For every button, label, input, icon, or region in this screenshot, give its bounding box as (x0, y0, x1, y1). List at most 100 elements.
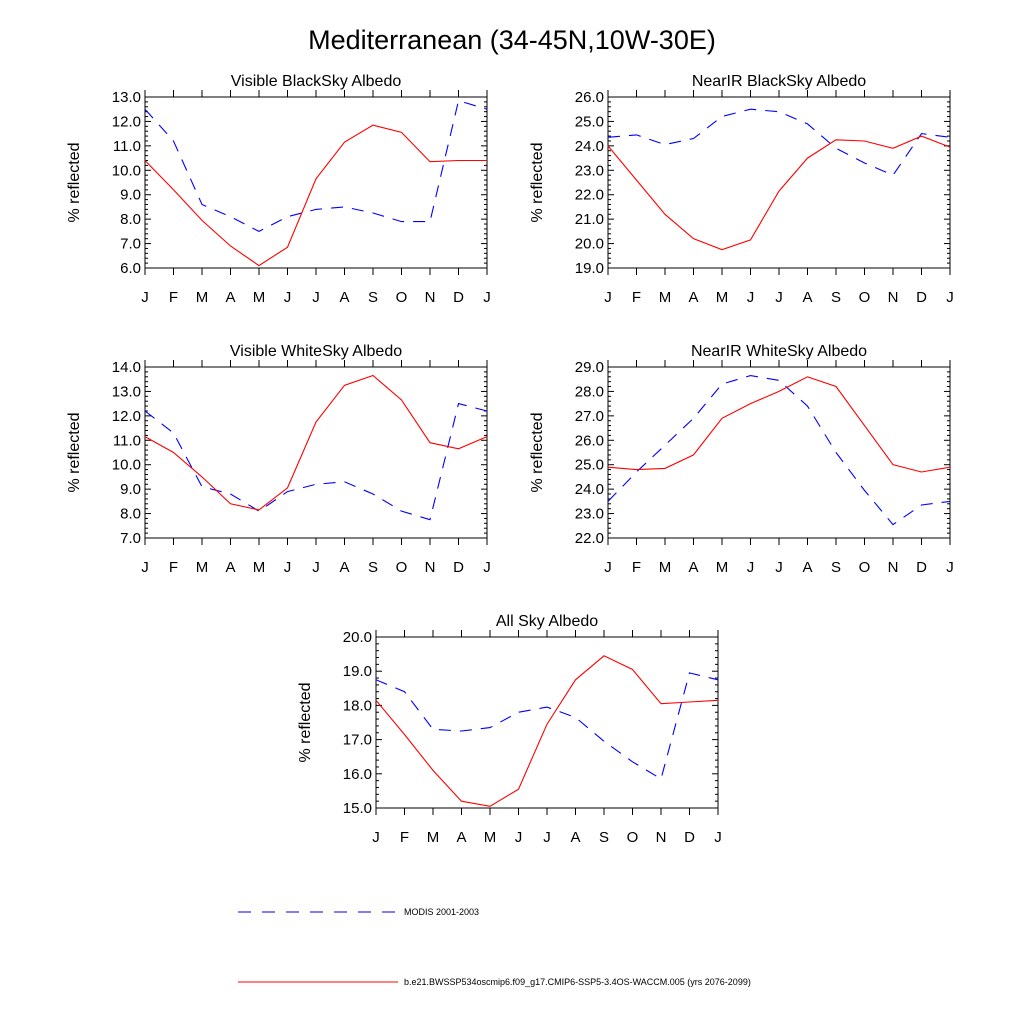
x-tick-label: D (453, 559, 464, 576)
chart-panel-4: NearIR WhiteSky Albedo % reflected 22.0 23.… (529, 343, 954, 576)
y-tick-label: 19.0 (343, 663, 372, 680)
x-tick-label: D (453, 289, 464, 306)
x-tick-label: J (141, 559, 149, 576)
x-tick-label: J (141, 289, 149, 306)
x-tick-label: A (802, 289, 812, 306)
x-tick-label: M (196, 559, 209, 576)
x-tick-label: M (484, 829, 497, 846)
x-tick-label: J (714, 829, 722, 846)
legend-label-modis: MODIS 2001-2003 (404, 907, 479, 917)
y-tick-label: 24.0 (575, 481, 604, 498)
x-tick-label: A (688, 559, 698, 576)
plot-frame (144, 366, 488, 539)
x-tick-label: J (946, 559, 954, 576)
y-tick-label: 22.0 (575, 187, 604, 204)
y-tick-label: 18.0 (343, 697, 372, 714)
series-line-modis (144, 402, 488, 521)
x-tick-label: J (946, 289, 954, 306)
y-tick-label: 11.0 (113, 138, 141, 155)
y-tick-label: 19.0 (575, 260, 604, 277)
series-line-model (607, 376, 951, 473)
y-tick-label: 15.0 (343, 800, 372, 817)
x-tick-label: J (775, 559, 783, 576)
y-tick-label: 10.0 (112, 162, 141, 179)
x-tick-label: S (831, 559, 841, 576)
x-tick-label: A (339, 559, 349, 576)
x-tick-label: M (716, 289, 729, 306)
y-tick-label: 12.0 (112, 113, 141, 130)
y-tick-label: 26.0 (575, 89, 604, 106)
x-tick-label: F (632, 559, 641, 576)
y-tick-label: 28.0 (575, 383, 604, 400)
x-tick-label: M (716, 559, 729, 576)
chart-panel-5: All Sky Albedo % reflected 15.0 16.0 17.0 18.… (297, 613, 722, 846)
y-tick-label: 12.0 (112, 408, 141, 425)
series-line-modis (607, 108, 951, 176)
x-tick-label: A (802, 559, 812, 576)
y-tick-label: 6.0 (120, 260, 141, 277)
x-tick-label: J (284, 559, 292, 576)
x-tick-label: S (368, 289, 378, 306)
panel-title: NearIR BlackSky Albedo (692, 73, 866, 90)
x-tick-label: N (888, 559, 899, 576)
y-tick-label: 10.0 (112, 457, 141, 474)
plot-frame (144, 96, 488, 269)
x-tick-label: F (632, 289, 641, 306)
y-tick-label: 13.0 (112, 383, 141, 400)
chart-panel-2: NearIR BlackSky Albedo % reflected 19.0 20.… (529, 73, 954, 306)
y-tick-label: 29.0 (575, 359, 604, 376)
x-tick-label: D (916, 559, 927, 576)
x-tick-label: N (888, 289, 899, 306)
x-tick-label: J (312, 559, 320, 576)
x-tick-label: O (627, 829, 639, 846)
plot-frame (607, 96, 951, 269)
y-tick-label: 26.0 (575, 432, 604, 449)
y-axis-label: % reflected (529, 412, 546, 492)
x-tick-label: O (859, 289, 871, 306)
x-tick-label: J (483, 559, 491, 576)
x-tick-label: F (400, 829, 409, 846)
y-tick-label: 17.0 (343, 732, 372, 749)
x-tick-label: J (515, 829, 523, 846)
x-tick-label: O (396, 289, 408, 306)
y-tick-label: 22.0 (575, 530, 604, 547)
x-tick-label: F (169, 559, 178, 576)
x-tick-label: J (312, 289, 320, 306)
x-tick-label: J (284, 289, 292, 306)
legend: MODIS 2001-2003 b.e21.BWSSP534oscmip6.f0… (238, 907, 751, 987)
x-tick-label: S (599, 829, 609, 846)
series-line-modis (607, 375, 951, 526)
chart-panel-1: Visible BlackSky Albedo % reflected 6.0 7.0… (66, 73, 491, 306)
x-tick-label: N (425, 559, 436, 576)
y-axis-label: % reflected (529, 142, 546, 222)
y-tick-label: 9.0 (120, 481, 141, 498)
series-line-model (144, 374, 488, 511)
x-tick-label: A (339, 289, 349, 306)
x-tick-label: A (570, 829, 580, 846)
series-line-model (607, 135, 951, 251)
legend-label-model: b.e21.BWSSP534oscmip6.f09_g17.CMIP6-SSP5… (404, 977, 751, 987)
x-tick-label: A (456, 829, 466, 846)
x-tick-label: N (656, 829, 667, 846)
x-tick-label: J (604, 559, 612, 576)
y-tick-label: 7.0 (120, 236, 141, 253)
x-tick-label: M (427, 829, 440, 846)
series-line-modis (375, 672, 719, 780)
x-tick-label: M (196, 289, 209, 306)
panel-title: Visible BlackSky Albedo (231, 73, 402, 90)
y-axis-label: % reflected (66, 412, 83, 492)
y-tick-label: 27.0 (575, 408, 604, 425)
y-tick-label: 7.0 (120, 530, 141, 547)
panel-title: All Sky Albedo (496, 613, 598, 630)
plot-frame (607, 366, 951, 539)
y-axis-label: % reflected (66, 142, 83, 222)
x-tick-label: J (747, 289, 755, 306)
chart-panels: Visible BlackSky Albedo % reflected 6.0 7.0… (66, 73, 954, 846)
x-tick-label: D (916, 289, 927, 306)
y-tick-label: 8.0 (120, 211, 141, 228)
x-tick-label: A (225, 289, 235, 306)
x-tick-label: S (368, 559, 378, 576)
y-tick-label: 23.0 (575, 506, 604, 523)
